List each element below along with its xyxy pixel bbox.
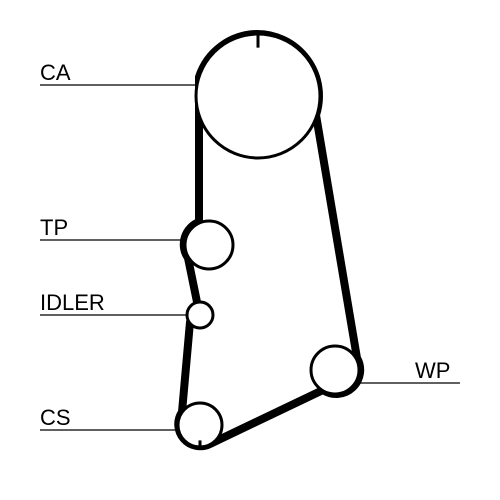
label-tp: TP [40,215,68,240]
label-idler: IDLER [40,290,105,315]
label-ca: CA [40,60,71,85]
pulleys [178,34,359,447]
pulley-ca [196,34,320,158]
label-cs: CS [40,405,71,430]
label-wp: WP [415,358,450,383]
timing-belt-diagram: CA TP IDLER CS WP [0,0,500,500]
pulley-idler [187,302,213,328]
pulley-wp [311,346,359,394]
pulley-tp [185,221,233,269]
